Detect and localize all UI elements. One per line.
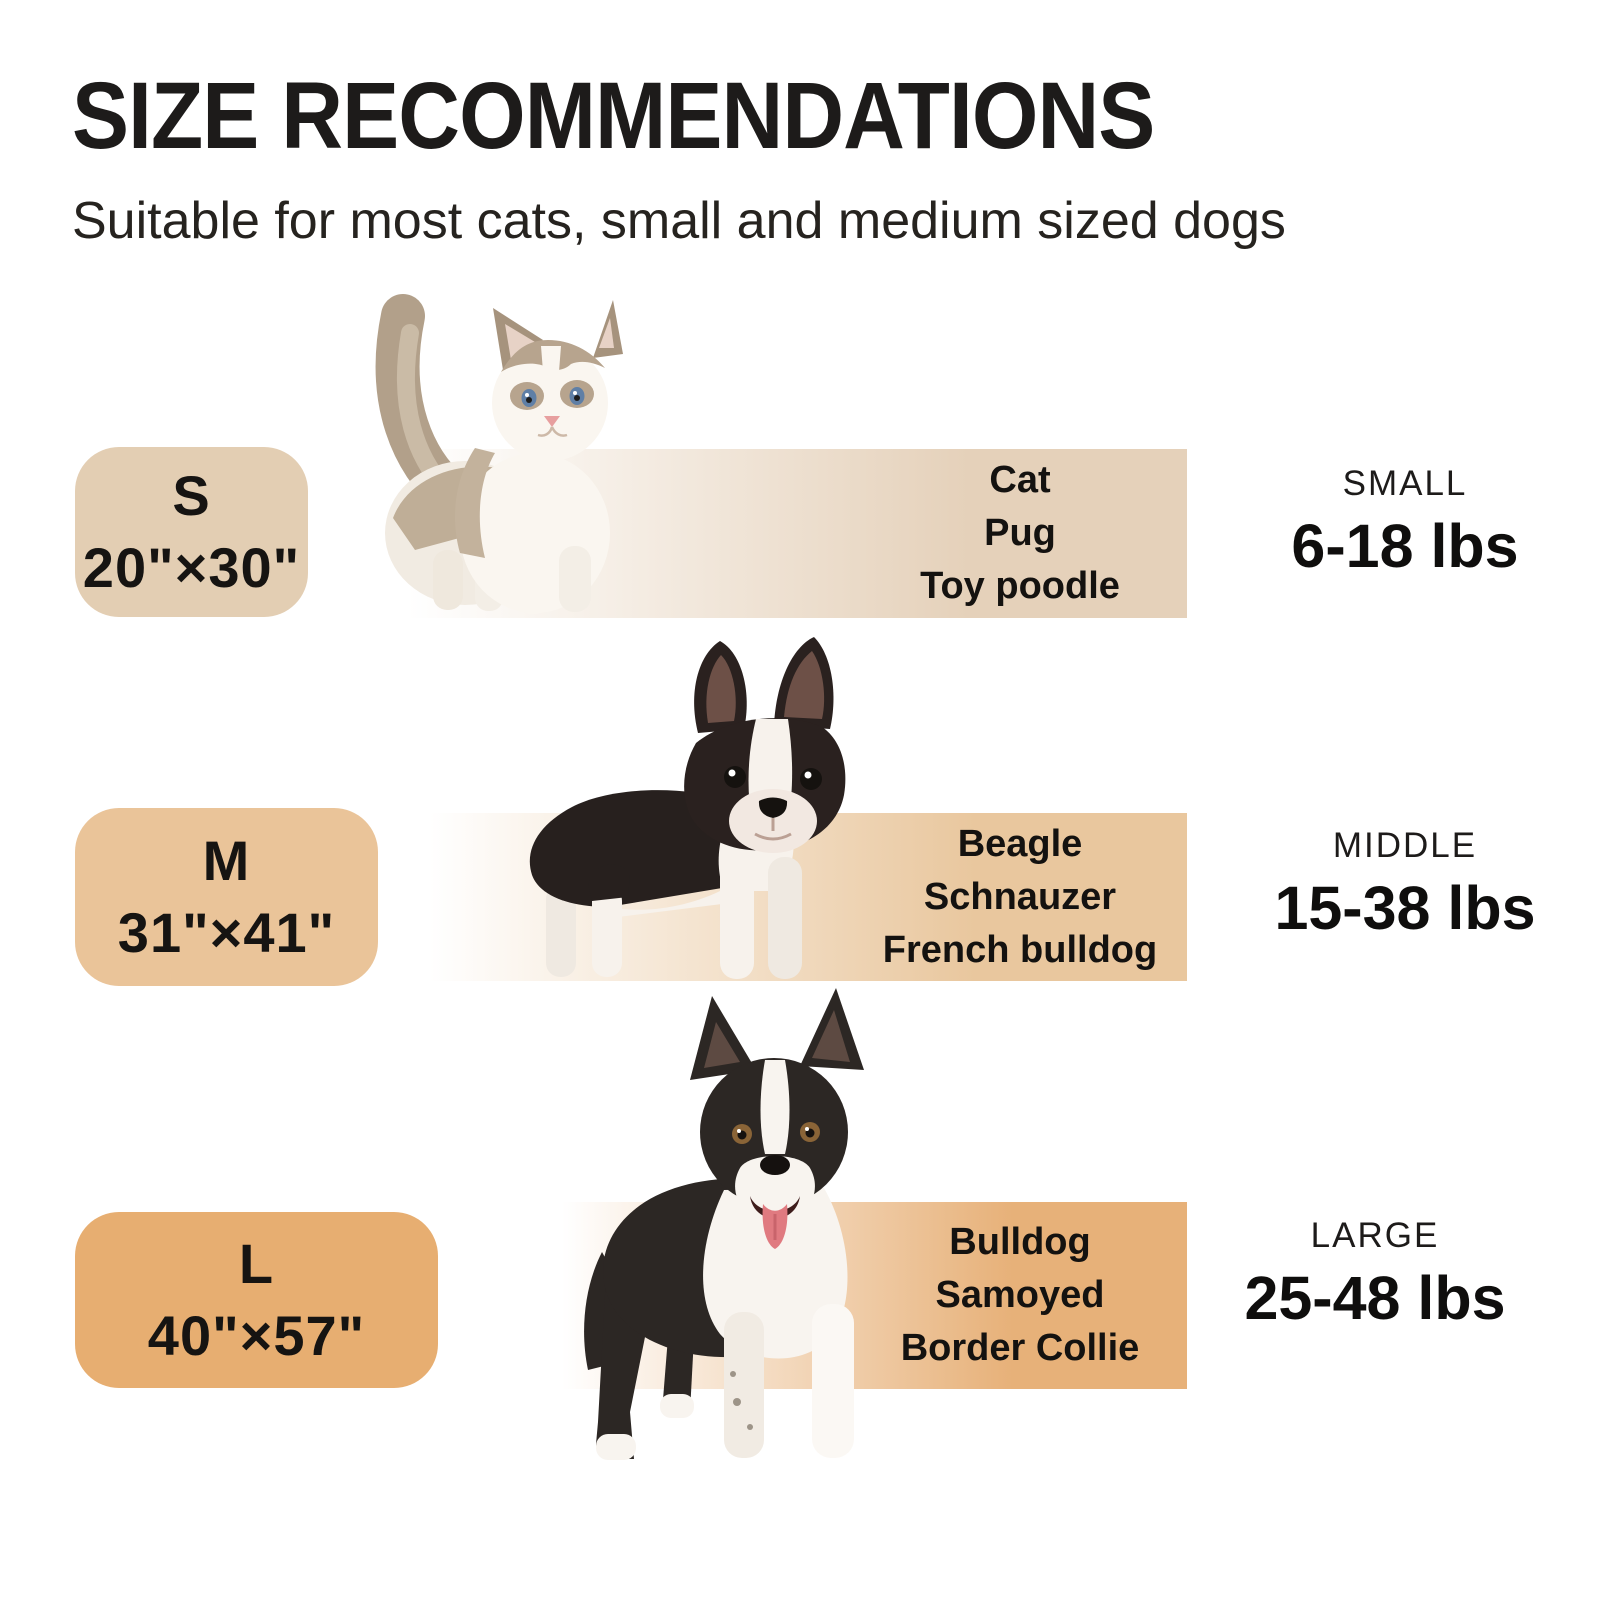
- weight-range: 25-48 lbs: [1244, 1264, 1506, 1332]
- dog-blaze: [748, 719, 793, 823]
- breed-item: Cat: [989, 459, 1051, 501]
- weight-info-large: LARGE 25-48 lbs: [1210, 1216, 1540, 1333]
- weight-label: LARGE: [1310, 1216, 1440, 1255]
- dog-ear: [774, 637, 834, 729]
- size-letter: L: [238, 1232, 275, 1296]
- cat-mask: [501, 340, 605, 372]
- cat-mouth: [537, 426, 568, 437]
- dog-eye: [724, 766, 746, 788]
- weight-info-small: SMALL 6-18 lbs: [1240, 464, 1570, 581]
- dog-ear: [800, 988, 864, 1070]
- breed-item: Bulldog: [949, 1221, 1091, 1263]
- dog-nose: [760, 1155, 790, 1175]
- dog-eye: [800, 1122, 820, 1142]
- cat-eye: [569, 387, 585, 405]
- weight-info-middle: MIDDLE 15-38 lbs: [1240, 826, 1570, 943]
- weight-label: SMALL: [1342, 464, 1468, 503]
- cat-ear: [493, 308, 543, 370]
- size-dimensions: 20"×30": [82, 536, 301, 599]
- breed-item: Schnauzer: [923, 875, 1117, 918]
- size-badge-small: S 20"×30": [75, 447, 308, 617]
- cat-eye: [521, 389, 537, 407]
- page-subtitle: Suitable for most cats, small and medium…: [72, 192, 1286, 250]
- breed-list-large: Bulldog Samoyed Border Collie: [845, 1202, 1195, 1389]
- size-badge-middle: M 31"×41": [75, 808, 378, 986]
- size-badge-large: L 40"×57": [75, 1212, 438, 1388]
- weight-range: 15-38 lbs: [1274, 874, 1536, 942]
- breed-list-small: Cat Pug Toy poodle: [845, 449, 1195, 618]
- page-title: SIZE RECOMMENDATIONS: [72, 63, 1155, 169]
- dog-eye: [732, 1124, 752, 1144]
- breed-item: French bulldog: [882, 928, 1158, 971]
- breed-item: Samoyed: [935, 1274, 1105, 1316]
- cat-head: [492, 345, 608, 461]
- size-dimensions: 31"×41": [117, 901, 336, 964]
- breed-list-middle: Beagle Schnauzer French bulldog: [845, 813, 1195, 981]
- dog-eye: [800, 768, 822, 790]
- size-letter: S: [172, 464, 211, 528]
- breed-item: Beagle: [957, 822, 1083, 865]
- breed-item: Pug: [984, 512, 1056, 554]
- dog-ear: [694, 641, 747, 733]
- dog-head: [700, 1058, 848, 1206]
- cat-nose: [544, 416, 560, 427]
- size-dimensions: 40"×57": [147, 1304, 366, 1367]
- dog-blaze: [760, 1060, 790, 1154]
- dog-ear: [690, 996, 756, 1080]
- weight-label: MIDDLE: [1332, 826, 1478, 865]
- size-letter: M: [202, 829, 251, 893]
- breed-item: Toy poodle: [920, 565, 1120, 607]
- weight-range: 6-18 lbs: [1291, 512, 1519, 580]
- cat-blaze: [541, 346, 561, 410]
- breed-item: Border Collie: [900, 1327, 1140, 1369]
- cat-ear: [593, 300, 623, 358]
